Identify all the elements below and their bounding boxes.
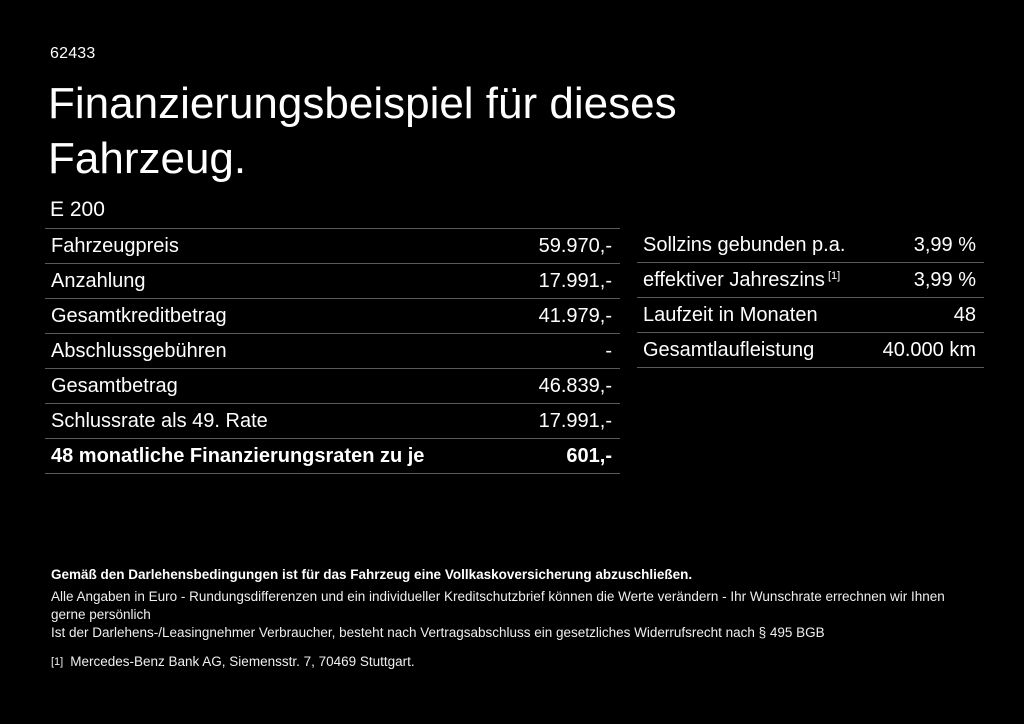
legal-footer: Gemäß den Darlehensbedingungen ist für d…	[51, 566, 981, 672]
finance-row-value: -	[605, 339, 612, 362]
vehicle-id: 62433	[50, 45, 96, 62]
finance-row-label: Abschlussgebühren	[51, 339, 227, 362]
finance-row-value: 601,-	[566, 444, 612, 467]
conditions-row-label-text: effektiver Jahreszins	[643, 268, 825, 291]
footnote-text: Mercedes-Benz Bank AG, Siemensstr. 7, 70…	[70, 654, 415, 669]
finance-row-value: 41.979,-	[538, 304, 612, 327]
finance-row-value: 17.991,-	[538, 269, 612, 292]
conditions-row: Sollzins gebunden p.a. 3,99 %	[637, 228, 984, 263]
finance-row-label: Fahrzeugpreis	[51, 234, 179, 257]
conditions-table: Sollzins gebunden p.a. 3,99 % effektiver…	[637, 228, 984, 368]
conditions-row: effektiver Jahreszins [1] 3,99 %	[637, 263, 984, 298]
footnote-superscript: [1]	[827, 269, 841, 282]
finance-row-value: 46.839,-	[538, 374, 612, 397]
finance-row: Gesamtkreditbetrag 41.979,-	[45, 299, 620, 334]
conditions-row-value: 48	[953, 303, 976, 326]
finance-row: Fahrzeugpreis 59.970,-	[45, 229, 620, 264]
conditions-row-label: Gesamtlaufleistung	[643, 338, 815, 361]
finance-row: Gesamtbetrag 46.839,-	[45, 369, 620, 404]
finance-row: Abschlussgebühren -	[45, 334, 620, 369]
conditions-row-label: Laufzeit in Monaten	[643, 303, 818, 326]
finance-row: Anzahlung 17.991,-	[45, 264, 620, 299]
finance-row-monthly-rate: 48 monatliche Finanzierungsraten zu je 6…	[45, 439, 620, 474]
insurance-note: Gemäß den Darlehensbedingungen ist für d…	[51, 567, 693, 582]
finance-row-label: Gesamtbetrag	[51, 374, 178, 397]
finance-row-label: Schlussrate als 49. Rate	[51, 409, 268, 432]
footnote-marker: [1]	[51, 656, 64, 668]
model-name: E 200	[50, 198, 105, 221]
finance-row-label: Anzahlung	[51, 269, 146, 292]
finance-table: Fahrzeugpreis 59.970,- Anzahlung 17.991,…	[45, 228, 620, 474]
footnote: [1] Mercedes-Benz Bank AG, Siemensstr. 7,…	[51, 653, 981, 672]
disclaimer-line-1: Alle Angaben in Euro - Rundungsdifferenz…	[51, 589, 945, 622]
finance-row-label: 48 monatliche Finanzierungsraten zu je	[51, 444, 425, 467]
conditions-row: Gesamtlaufleistung 40.000 km	[637, 333, 984, 368]
conditions-row-value: 3,99 %	[913, 233, 976, 256]
finance-row-label: Gesamtkreditbetrag	[51, 304, 227, 327]
conditions-row-value: 3,99 %	[913, 268, 976, 291]
finance-row-value: 59.970,-	[538, 234, 612, 257]
conditions-row-label: Sollzins gebunden p.a.	[643, 233, 846, 256]
page-title: Finanzierungsbeispiel für dieses Fahrzeu…	[48, 79, 677, 183]
conditions-row: Laufzeit in Monaten 48	[637, 298, 984, 333]
finance-row-value: 17.991,-	[538, 409, 612, 432]
conditions-row-value: 40.000 km	[882, 338, 976, 361]
conditions-row-label: effektiver Jahreszins [1]	[643, 269, 840, 292]
finance-row: Schlussrate als 49. Rate 17.991,-	[45, 404, 620, 439]
disclaimer-line-2: Ist der Darlehens-/Leasingnehmer Verbrau…	[51, 625, 825, 640]
